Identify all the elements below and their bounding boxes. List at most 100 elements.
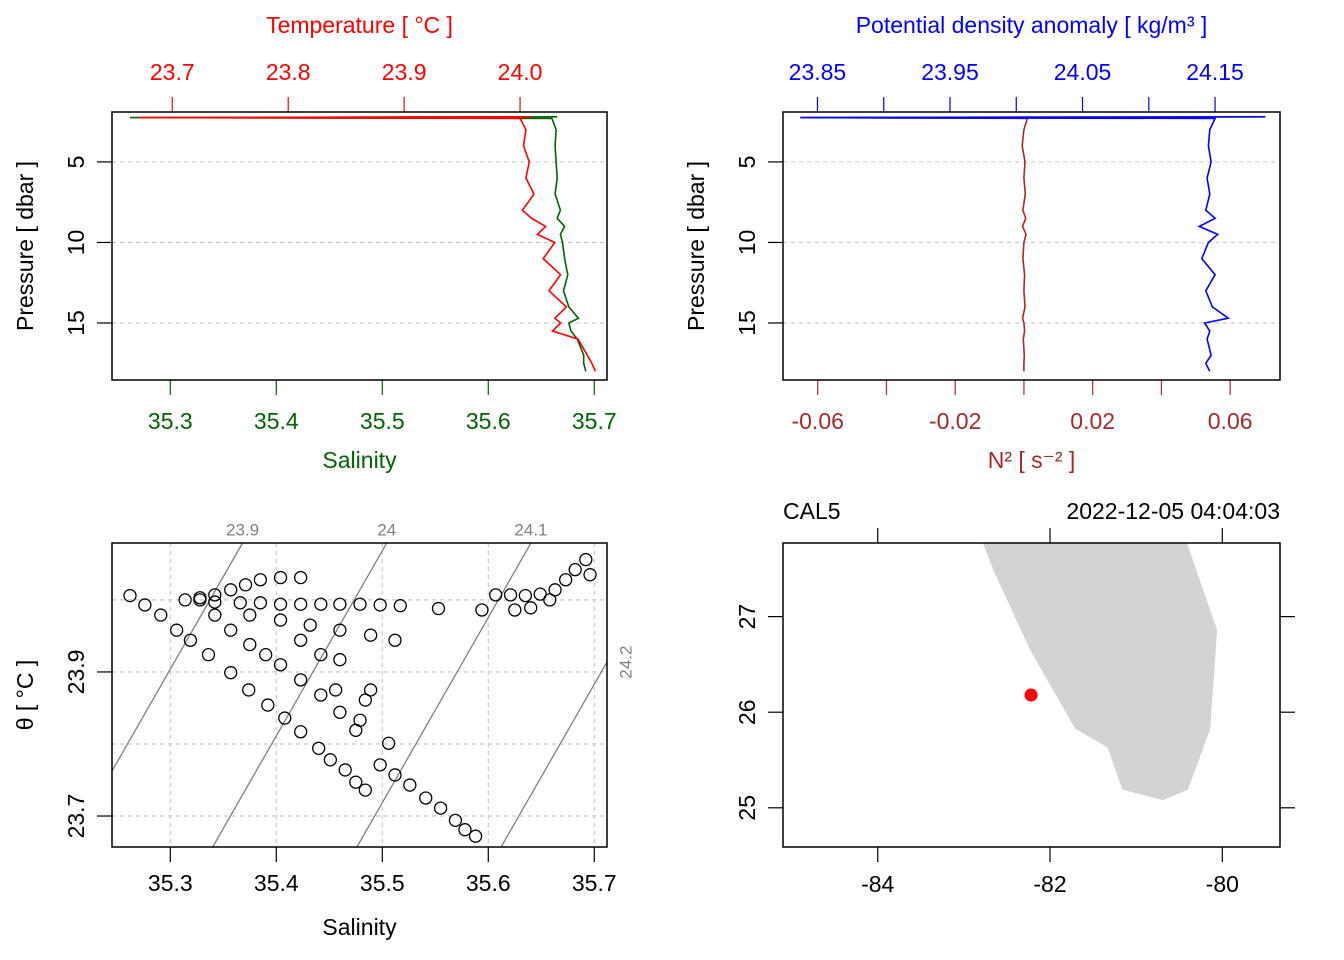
ts-point (273, 613, 288, 627)
plot-frame (111, 111, 608, 381)
ts-point (333, 705, 347, 719)
ts-point (333, 623, 347, 637)
ts-point (123, 588, 137, 603)
y-tick-label: 23.7 (63, 794, 89, 839)
ts-point (448, 813, 463, 827)
ts-point (243, 608, 257, 622)
x-tick-label: 35.3 (148, 408, 193, 434)
ts-point (583, 568, 597, 582)
ts-point (363, 628, 378, 642)
ts-point (329, 683, 343, 697)
ts-point (208, 588, 222, 602)
isopycnal (356, 542, 532, 848)
x-tick-label: 23.8 (266, 59, 311, 85)
ts-point (433, 801, 448, 815)
ts-point (323, 753, 338, 767)
ts-point (543, 593, 557, 607)
ts-point (193, 591, 207, 605)
ts-point (208, 608, 222, 622)
ts-point (294, 597, 308, 611)
station-name: CAL5 (783, 498, 841, 524)
x-tick-label: 35.7 (572, 408, 617, 434)
x-tick-label: 35.6 (466, 870, 511, 896)
x-tick-label: 0.02 (1070, 408, 1115, 434)
isopycnal-label: 24 (377, 520, 396, 539)
ts-point (333, 653, 347, 667)
x-tick-label: 23.95 (921, 59, 979, 85)
x-tick-label: 35.4 (254, 408, 299, 434)
ts-point (373, 758, 387, 772)
ts-point (154, 608, 168, 622)
ts-point (431, 601, 446, 616)
x-tick-label: 35.6 (466, 408, 511, 434)
coastline (982, 543, 1218, 801)
x-tick-label: 23.9 (382, 59, 427, 85)
ts-point (475, 603, 489, 617)
ts-point (503, 588, 518, 602)
ts-point (579, 552, 593, 567)
ts-point (201, 648, 216, 662)
ts-point (403, 778, 417, 792)
ts-point (388, 768, 402, 782)
ts-point (253, 596, 268, 610)
ts-point (243, 637, 257, 652)
ts-point (533, 587, 547, 601)
x-tick-label: -80 (1206, 871, 1239, 897)
station-time: 2022-12-05 04:04:03 (1066, 498, 1280, 524)
profile-line (129, 116, 587, 372)
y-tick-label: 15 (734, 310, 760, 336)
y-tick-label: 15 (63, 310, 89, 336)
isopycnal-label: 24.2 (616, 646, 635, 679)
x-tick-label: 24.05 (1054, 59, 1112, 85)
y-tick-label: 26 (734, 699, 760, 725)
ts-point (518, 588, 533, 603)
isopycnal-label: 23.9 (226, 520, 259, 539)
profile-line (138, 116, 597, 372)
ts-point (358, 783, 372, 797)
ts-point (273, 570, 288, 585)
ts-point (273, 597, 288, 611)
ts-point (489, 588, 503, 602)
ts-point (312, 741, 326, 755)
ts-point (363, 683, 378, 697)
y-axis-label: Pressure [ dbar ] (683, 161, 709, 331)
isopycnal (212, 542, 388, 848)
y-tick-label: 25 (734, 795, 760, 821)
ts-point (253, 573, 268, 587)
ts-point (170, 623, 184, 637)
ts-point (388, 633, 402, 647)
ts-point (349, 775, 363, 789)
ts-point (373, 598, 387, 612)
ts-point (419, 791, 433, 805)
y-tick-label: 5 (63, 156, 89, 169)
plot-frame (782, 542, 1281, 848)
ts-point (273, 658, 288, 672)
ts-point (314, 648, 328, 662)
x-tick-label: -82 (1033, 871, 1066, 897)
x-tick-label: 24.15 (1186, 59, 1244, 85)
ts-point (208, 595, 222, 609)
ts-point (393, 599, 407, 613)
ts-point (238, 578, 253, 592)
ts-point (559, 573, 573, 587)
x-axis-label: N² [ s⁻² ] (988, 447, 1076, 473)
isopycnal (500, 661, 608, 848)
ts-point (224, 623, 238, 637)
ts-point (358, 693, 372, 707)
ts-point (224, 583, 238, 597)
x-axis-label: Salinity (322, 447, 397, 473)
ts-point (178, 593, 192, 607)
isopycnal-label: 24.1 (514, 520, 547, 539)
ts-point (278, 711, 292, 725)
top-axis-label: Temperature [ °C ] (266, 12, 453, 38)
ts-point (508, 603, 522, 617)
x-tick-label: 35.4 (254, 870, 299, 896)
ts-point (458, 823, 472, 837)
ts-point (224, 666, 238, 680)
x-tick-label: 35.7 (572, 870, 617, 896)
ts-point (468, 829, 483, 843)
y-axis-label: Pressure [ dbar ] (12, 161, 38, 331)
ts-point (233, 596, 247, 610)
ts-point (353, 713, 367, 727)
x-axis-label: Salinity (322, 914, 397, 940)
